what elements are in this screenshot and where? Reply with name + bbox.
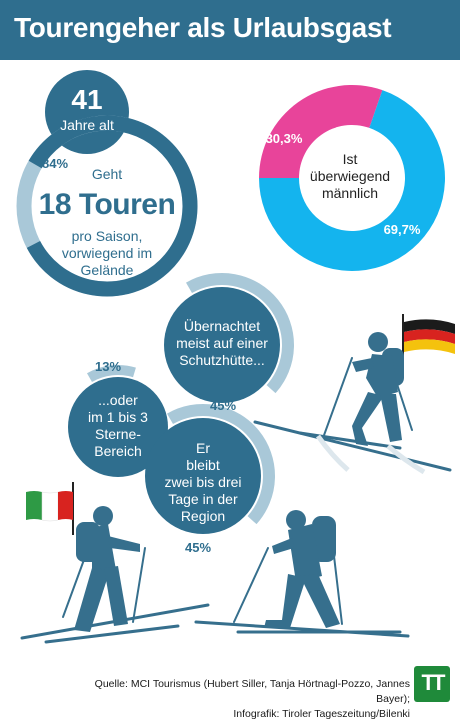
hotel-percent-label: 13%	[94, 359, 122, 374]
stay-percent-label: 45%	[184, 540, 212, 555]
hotel-line-4: Bereich	[94, 443, 142, 459]
german-flag-icon	[402, 314, 455, 372]
tours-ring-fill	[26, 115, 198, 297]
tt-logo: TT	[414, 666, 450, 702]
hut-percent-label: 45%	[209, 398, 237, 413]
ski-track-decoration	[315, 434, 426, 475]
stay-circle	[145, 418, 261, 534]
donut-center-line-2: überwiegend	[309, 168, 391, 184]
stay-line-4: Tage in der	[168, 491, 238, 507]
age-label: Jahre alt	[60, 117, 114, 133]
donut-label-male: 69,7%	[383, 222, 421, 237]
page-title: Tourengeher als Urlaubsgast	[14, 12, 392, 43]
donut-segment-female	[259, 85, 383, 178]
hotel-line-1: ...oder	[98, 392, 138, 408]
donut-segment-male	[259, 90, 446, 272]
stay-ring-arc	[167, 404, 275, 525]
donut-label-female: 30,3%	[265, 131, 303, 146]
skier-1-icon	[253, 332, 452, 472]
header-bar: Tourengeher als Urlaubsgast	[0, 0, 460, 60]
stay-line-5: Region	[180, 508, 226, 524]
tours-big-value: 18 Touren	[38, 188, 176, 221]
hut-line-1: Übernachtet	[183, 318, 261, 334]
hotel-line-3: Sterne-	[95, 426, 141, 442]
tours-line-4: Gelände	[80, 262, 134, 278]
skier-2-icon	[20, 506, 210, 644]
skier-3-icon	[194, 510, 410, 638]
hotel-circle	[68, 377, 168, 477]
tours-line-2: pro Saison,	[71, 228, 143, 244]
donut-center-line-1: Ist	[342, 151, 358, 167]
source-line-1: Quelle: MCI Tourismus (Hubert Siller, Ta…	[94, 678, 410, 705]
tours-percent-label: 84%	[41, 156, 69, 171]
hotel-line-2: im 1 bis 3	[88, 409, 148, 425]
hut-line-2: meist auf einer	[176, 335, 268, 351]
stay-line-1: Er	[196, 440, 210, 456]
hut-ring-arc	[186, 273, 294, 394]
hut-line-3: Schutzhütte...	[179, 352, 265, 368]
donut-center-line-3: männlich	[321, 185, 379, 201]
source-line-2: Infografik: Tiroler Tageszeitung/Bilenki	[233, 708, 410, 719]
hut-circle	[164, 287, 280, 403]
tours-line-1: Geht	[91, 166, 123, 182]
tt-logo-text: TT	[421, 670, 446, 695]
age-value: 41	[71, 84, 103, 115]
tours-line-3: vorwiegend im	[61, 245, 153, 261]
source-footer: Quelle: MCI Tourismus (Hubert Siller, Ta…	[88, 677, 410, 719]
stay-line-2: bleibt	[186, 457, 220, 473]
hotel-ring-arc	[87, 365, 136, 383]
stay-line-3: zwei bis drei	[164, 474, 242, 490]
italian-flag-icon	[26, 482, 74, 535]
